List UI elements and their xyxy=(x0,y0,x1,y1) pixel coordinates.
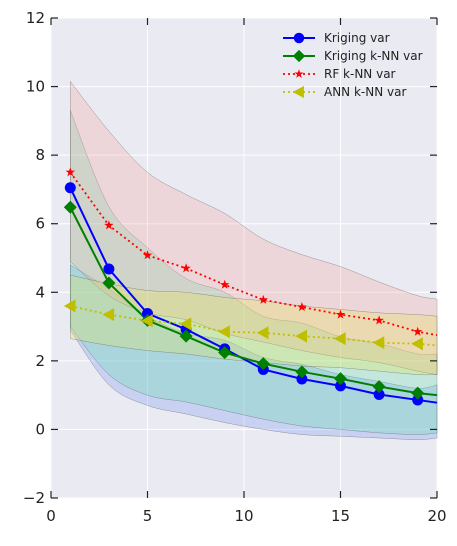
marker-series-1 xyxy=(63,200,77,214)
y-tick-label: 4 xyxy=(35,283,45,301)
legend-label-1: Kriging k-NN var xyxy=(324,49,423,63)
marker-series-3 xyxy=(256,326,269,340)
marker-series-3 xyxy=(179,317,192,331)
marker-series-2 xyxy=(297,302,307,312)
marker-series-1 xyxy=(372,380,386,394)
y-tick-label: 6 xyxy=(35,215,45,233)
x-tick-label: 20 xyxy=(427,507,446,525)
legend-label-3: ANN k-NN var xyxy=(324,85,406,99)
y-tick-label: 0 xyxy=(35,420,45,438)
marker-series-2 xyxy=(219,279,230,289)
marker-series-1 xyxy=(295,365,309,379)
marker-series-3 xyxy=(411,337,423,351)
x-tick-label: 10 xyxy=(234,507,253,525)
marker-series-0 xyxy=(64,182,76,194)
marker-series-2 xyxy=(142,250,153,260)
marker-series-0 xyxy=(296,373,308,385)
marker-series-0 xyxy=(412,394,424,406)
y-tick-label: 12 xyxy=(26,9,45,27)
marker-series-2 xyxy=(258,294,269,304)
legend-label-2: RF k-NN var xyxy=(324,67,396,81)
y-tick-label: 2 xyxy=(35,352,45,370)
marker-series-2 xyxy=(412,326,423,336)
marker-series-1 xyxy=(256,357,270,371)
grid-lines xyxy=(50,17,438,499)
marker-series-2 xyxy=(65,167,76,177)
confidence-bands xyxy=(70,80,438,440)
marker-series-3 xyxy=(141,314,153,328)
x-tick-label: 15 xyxy=(331,507,350,525)
marker-series-2 xyxy=(335,309,346,319)
marker-series-3 xyxy=(102,308,115,322)
marker-series-0 xyxy=(373,388,385,400)
series-markers xyxy=(63,167,425,406)
marker-series-0 xyxy=(335,380,346,392)
x-tick-label: 5 xyxy=(143,507,153,525)
marker-series-0 xyxy=(103,263,115,275)
marker-series-3 xyxy=(63,299,76,313)
legend-label-0: Kriging var xyxy=(324,31,390,45)
marker-series-3 xyxy=(372,336,385,350)
marker-series-1 xyxy=(218,346,232,360)
y-tick-label: 10 xyxy=(26,78,45,96)
legend-marker-0 xyxy=(293,32,305,44)
legend-marker-3 xyxy=(292,85,304,99)
legend: Kriging var Kriging k-NN var RF k-NN var AN… xyxy=(283,31,423,99)
marker-series-1 xyxy=(179,329,193,343)
marker-series-2 xyxy=(374,315,384,325)
marker-series-1 xyxy=(411,386,425,400)
y-tick-label: 8 xyxy=(35,146,45,164)
marker-series-2 xyxy=(181,263,191,273)
legend-marker-1 xyxy=(292,49,306,63)
legend-marker-2 xyxy=(294,69,304,78)
band-series-3 xyxy=(70,274,438,376)
marker-series-3 xyxy=(334,332,346,346)
marker-series-1 xyxy=(102,276,116,290)
marker-series-3 xyxy=(218,325,230,339)
marker-series-2 xyxy=(104,220,114,230)
marker-series-1 xyxy=(334,372,347,386)
marker-series-3 xyxy=(295,329,308,343)
y-tick-label: −2 xyxy=(23,489,45,507)
x-tick-label: 0 xyxy=(46,507,56,525)
